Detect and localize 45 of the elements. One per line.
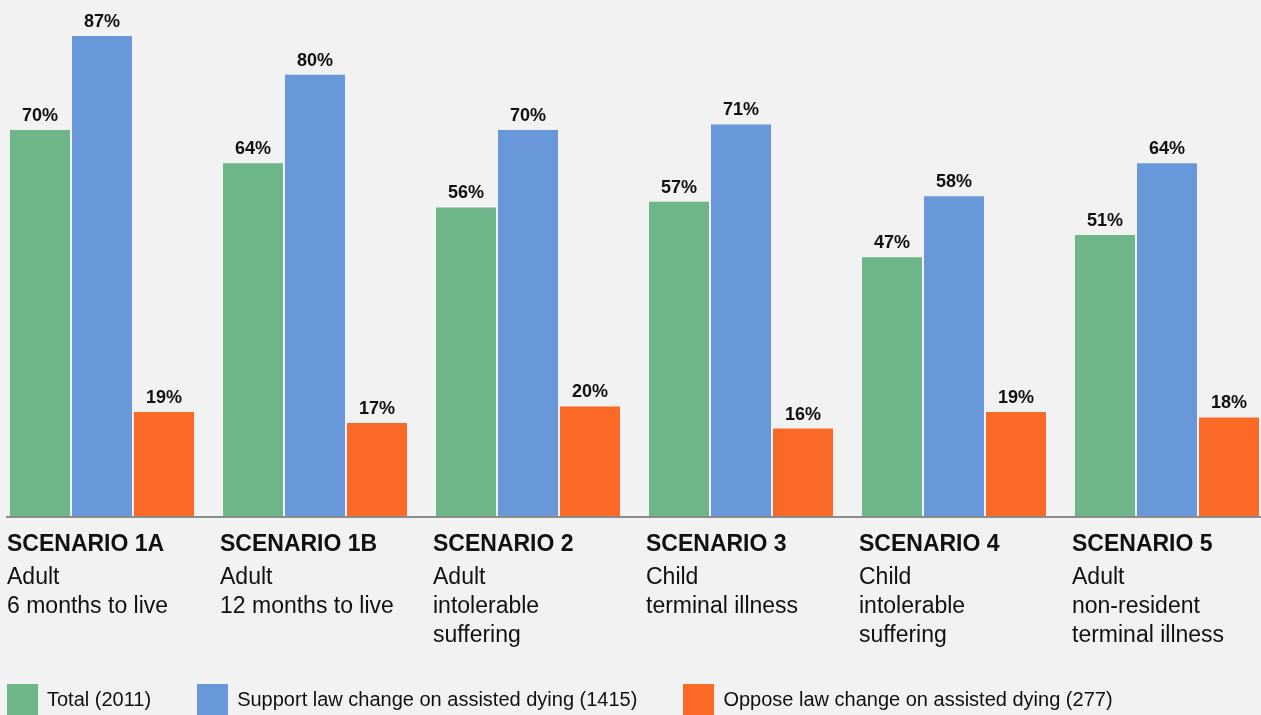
x-tick-label: SCENARIO 4 Child intolerable suffering [859, 530, 1000, 647]
data-label: 19% [997, 386, 1035, 407]
bar [498, 129, 558, 517]
legend-label: Total (2011) [47, 688, 152, 711]
bar [711, 124, 771, 517]
data-label: 19% [145, 386, 183, 407]
x-tick-label: SCENARIO 5 Adult non-resident terminal illness [1072, 530, 1225, 647]
bar [773, 428, 833, 517]
x-tick-label: SCENARIO 2 Adult intolerable suffering [433, 530, 574, 647]
data-label: 64% [1148, 138, 1186, 159]
data-label: 16% [784, 403, 822, 424]
bar [436, 207, 496, 517]
legend-label: Oppose law change on assisted dying (277) [723, 688, 1113, 711]
data-label: 71% [722, 99, 760, 120]
bar [223, 163, 283, 517]
data-label: 64% [234, 138, 272, 159]
bar [134, 411, 194, 517]
data-label: 20% [571, 381, 609, 402]
bar [347, 423, 407, 517]
data-label: 70% [21, 104, 59, 125]
bar [10, 129, 70, 517]
bar [285, 74, 345, 517]
bar [1137, 163, 1197, 517]
data-label: 70% [509, 104, 547, 125]
x-tick-label: SCENARIO 1B Adult 12 months to live [220, 530, 394, 618]
legend-label: Support law change on assisted dying (1415) [237, 688, 638, 711]
data-label: 47% [873, 232, 911, 253]
data-label: 87% [83, 11, 121, 31]
bar [560, 406, 620, 517]
data-label: 56% [447, 182, 485, 203]
data-label: 80% [296, 49, 334, 70]
data-label: 51% [1086, 210, 1124, 231]
bar [72, 36, 132, 517]
data-label: 57% [660, 176, 698, 197]
bar [1199, 417, 1259, 517]
bar [649, 201, 709, 517]
data-label: 17% [358, 398, 396, 419]
x-tick-label: SCENARIO 3 Child terminal illness [646, 530, 799, 618]
data-label: 58% [935, 171, 973, 192]
bar [862, 257, 922, 517]
bar [986, 411, 1046, 517]
data-label: 18% [1210, 392, 1248, 413]
bar [924, 196, 984, 517]
x-tick-label: SCENARIO 1A Adult 6 months to live [7, 530, 169, 618]
bar [1075, 235, 1135, 517]
